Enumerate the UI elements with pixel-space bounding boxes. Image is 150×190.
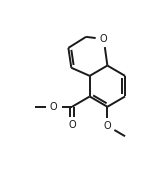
- Text: O: O: [50, 102, 57, 112]
- Text: O: O: [100, 34, 108, 44]
- Text: O: O: [104, 121, 111, 131]
- Text: O: O: [68, 120, 76, 130]
